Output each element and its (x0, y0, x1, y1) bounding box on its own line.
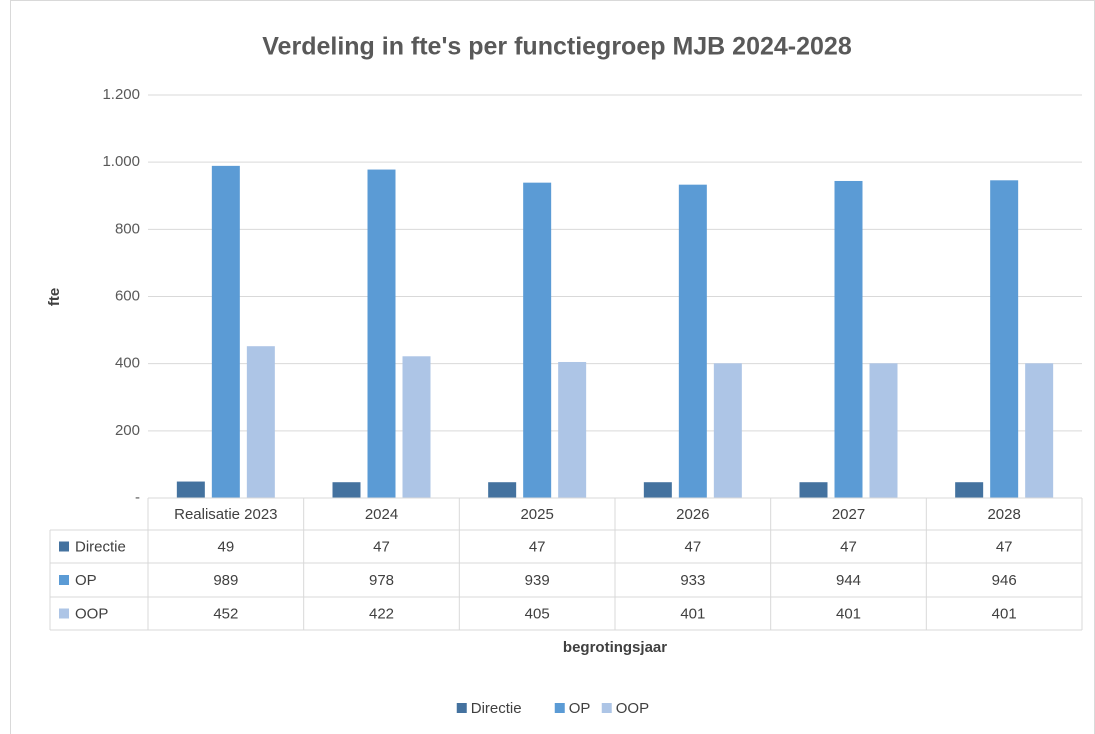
y-axis-label: fte (46, 288, 63, 306)
table-legend-key (59, 608, 69, 619)
legend-label: OOP (616, 700, 649, 717)
table-cell: 47 (373, 538, 390, 555)
bar (678, 184, 707, 499)
table-cell: 405 (525, 605, 550, 622)
y-tick-label: 200 (115, 422, 140, 439)
x-tick-label: 2024 (365, 506, 398, 523)
bar (332, 482, 361, 498)
table-row-label: OP (75, 572, 97, 589)
table-cell: 978 (369, 572, 394, 589)
bar (211, 165, 240, 498)
x-axis-label: begrotingsjaar (563, 639, 667, 656)
x-tick-label: 2026 (676, 506, 709, 523)
table-cell: 989 (213, 572, 238, 589)
y-tick-label: - (135, 489, 140, 506)
y-tick-label: 1.200 (102, 86, 140, 103)
bar (558, 361, 587, 498)
bar (523, 182, 552, 498)
bar (367, 169, 396, 498)
legend-key (601, 703, 612, 713)
bar (799, 482, 828, 498)
chart-title: Verdeling in fte's per functiegroep MJB … (262, 33, 852, 61)
table-legend-key (59, 541, 69, 552)
bar (713, 363, 742, 498)
bar (488, 482, 517, 498)
x-tick-label: 2025 (520, 506, 553, 523)
legend-key (456, 703, 467, 713)
bar (869, 363, 898, 498)
bar (246, 346, 275, 498)
legend-key (554, 703, 565, 713)
table-cell: 47 (840, 538, 857, 555)
x-tick-label: Realisatie 2023 (174, 506, 277, 523)
table-legend-key (59, 575, 69, 585)
table-cell: 422 (369, 605, 394, 622)
table-row-label: Directie (75, 538, 126, 555)
table-cell: 49 (217, 538, 234, 555)
table-cell: 47 (996, 538, 1013, 555)
table-row-label: OOP (75, 605, 108, 622)
bar (955, 482, 984, 498)
legend-label: Directie (471, 700, 522, 717)
table-cell: 933 (680, 572, 705, 589)
bar (402, 356, 431, 498)
y-tick-label: 400 (115, 355, 140, 372)
table-cell: 401 (992, 605, 1017, 622)
table-cell: 944 (836, 572, 861, 589)
bar (990, 180, 1019, 498)
bar (176, 481, 205, 498)
bar (643, 482, 672, 498)
x-tick-label: 2027 (832, 506, 865, 523)
y-tick-label: 1.000 (102, 153, 140, 170)
bar (1025, 363, 1054, 498)
bar (834, 180, 863, 498)
y-tick-label: 800 (115, 220, 140, 237)
chart-frame (10, 0, 1095, 734)
table-cell: 47 (684, 538, 701, 555)
y-tick-label: 600 (115, 287, 140, 304)
table-cell: 452 (213, 605, 238, 622)
table-cell: 401 (836, 605, 861, 622)
table-cell: 939 (525, 572, 550, 589)
x-tick-label: 2028 (987, 506, 1020, 523)
table-cell: 47 (529, 538, 546, 555)
table-cell: 401 (680, 605, 705, 622)
legend-label: OP (569, 700, 591, 717)
table-cell: 946 (992, 572, 1017, 589)
